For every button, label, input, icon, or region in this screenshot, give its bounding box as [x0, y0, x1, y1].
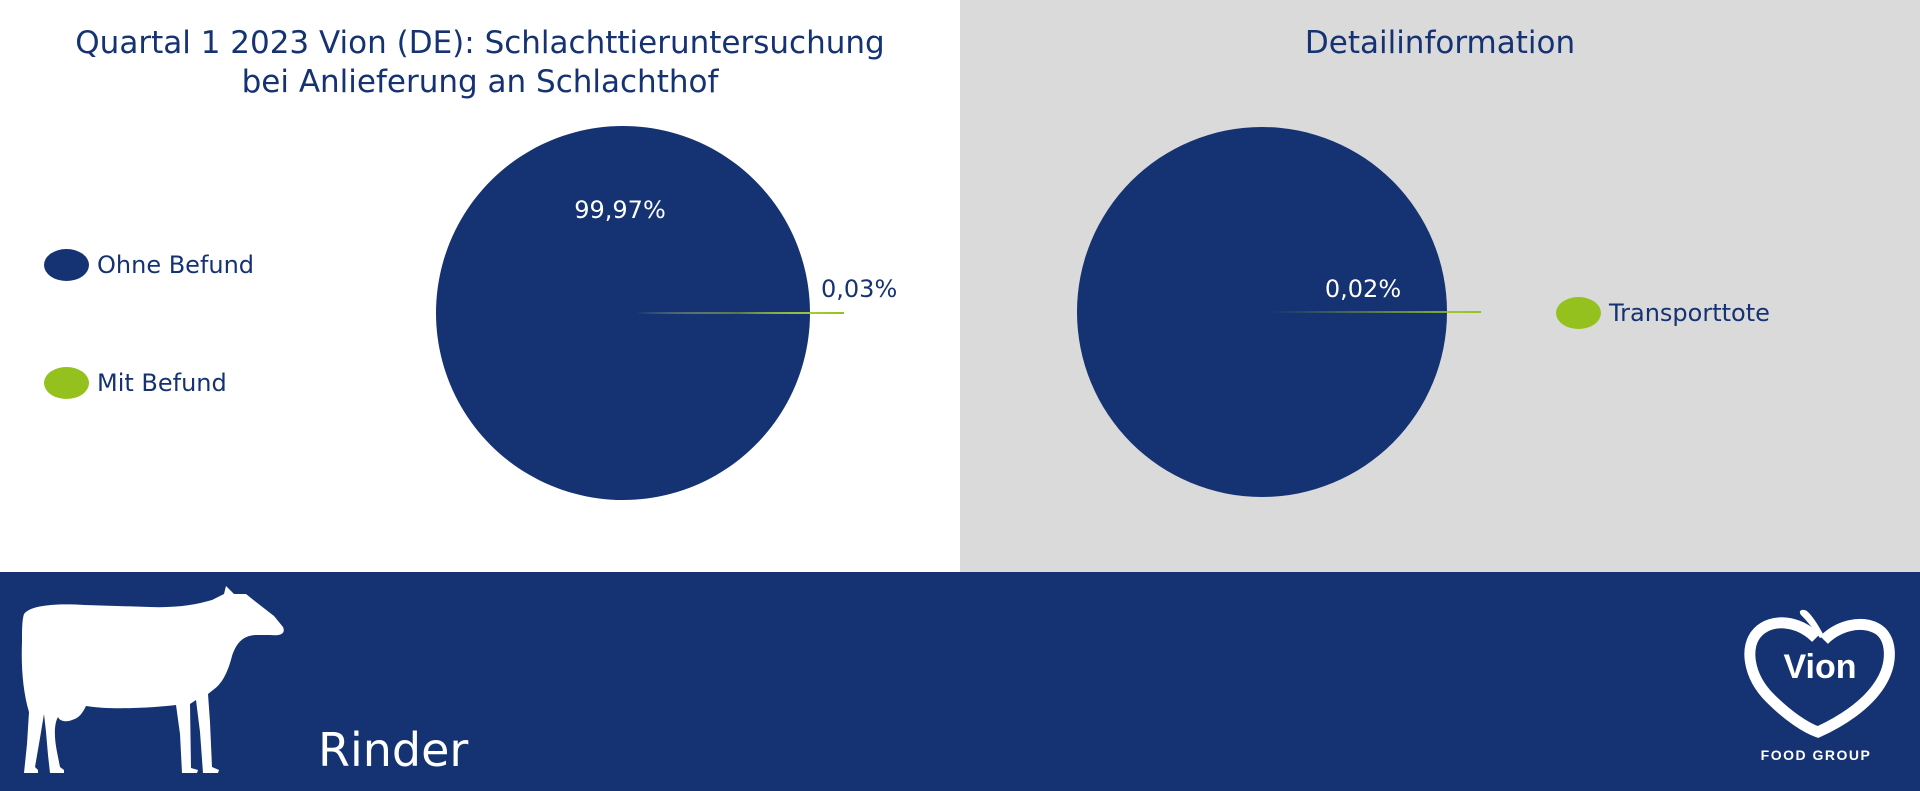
main-pie-chart: 99,97% 0,03%	[436, 126, 897, 501]
cow-icon	[21, 586, 284, 773]
vion-logo-subtext: FOOD GROUP	[1761, 747, 1872, 763]
pie-slice-transporttote	[1262, 311, 1481, 313]
detail-pie-chart: 0,02%	[1077, 127, 1481, 497]
pie-slice-ohne-befund	[436, 126, 810, 501]
legend-swatch-mit-befund	[44, 367, 89, 399]
legend-item-ohne-befund: Ohne Befund	[44, 249, 254, 281]
detail-title: Detailinformation	[1304, 25, 1576, 61]
legend-label-transporttote: Transporttote	[1609, 299, 1770, 327]
data-label-mit-befund: 0,03%	[821, 275, 897, 303]
pie-slice-mit-befund	[627, 312, 844, 314]
chart-title-line-2: bei Anlieferung an Schlachthof	[241, 64, 719, 100]
pie-charts: 99,97% 0,03% 0,02%	[436, 126, 1481, 501]
vion-logo-text: Vion	[1783, 648, 1856, 686]
legend-item-mit-befund: Mit Befund	[44, 367, 227, 399]
legend-label-mit-befund: Mit Befund	[97, 369, 227, 397]
data-label-transporttote: 0,02%	[1325, 275, 1401, 303]
legend-swatch-transporttote	[1556, 297, 1601, 329]
legend-swatch-ohne-befund	[44, 249, 89, 281]
vion-logo-heart	[1744, 617, 1895, 738]
footer-banner: Rinder Vion FOOD GROUP	[0, 572, 1920, 791]
chart-title: Quartal 1 2023 Vion (DE): Schlachttierun…	[0, 24, 960, 102]
data-label-ohne-befund: 99,97%	[574, 196, 666, 224]
vion-logo: Vion FOOD GROUP	[1744, 609, 1895, 763]
chart-title-line-1: Quartal 1 2023 Vion (DE): Schlachttierun…	[75, 25, 885, 61]
vion-logo-accent	[1799, 609, 1824, 638]
category-label: Rinder	[318, 723, 469, 777]
legend-item-transporttote: Transporttote	[1556, 297, 1770, 329]
legend-label-ohne-befund: Ohne Befund	[97, 251, 255, 279]
